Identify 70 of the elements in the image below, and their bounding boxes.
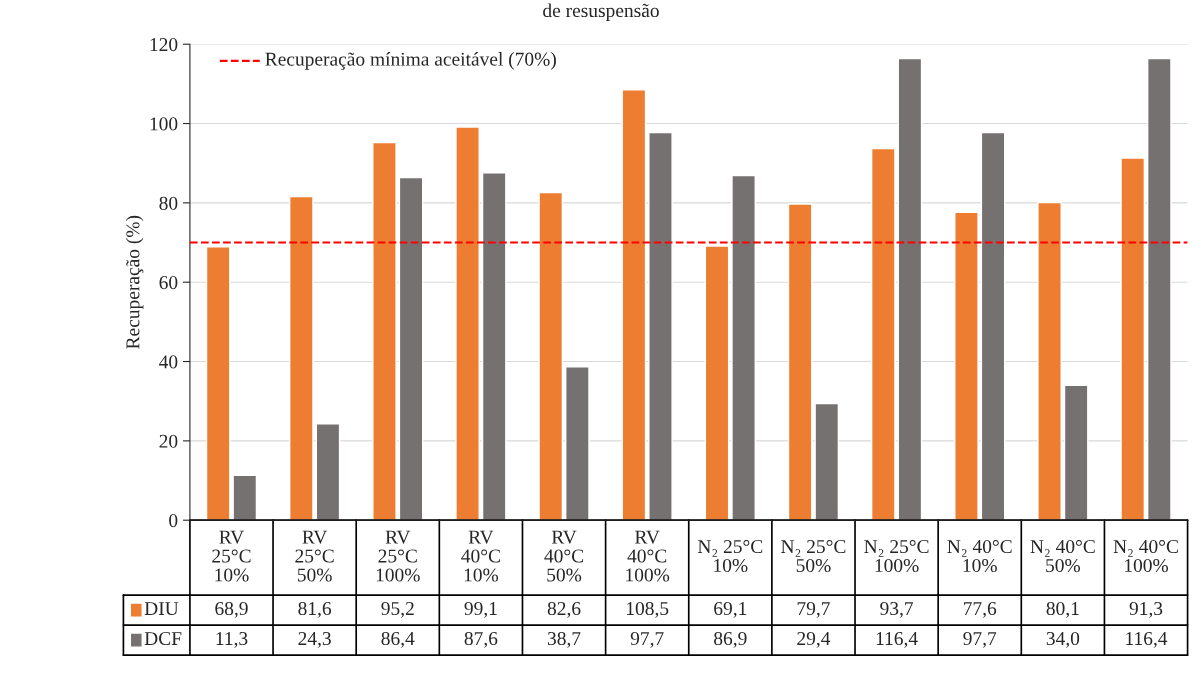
x-tick-label: N₂ 40°C 100%	[1113, 539, 1178, 573]
y-tick-label: 20	[159, 434, 178, 448]
legend-label: DIU	[144, 602, 179, 616]
x-tick-label: N₂ 25°C 50%	[781, 539, 846, 573]
data-label: 29,4	[797, 632, 831, 648]
data-label: 11,3	[216, 632, 248, 648]
data-label: 93,7	[880, 602, 914, 618]
x-tick-label: RV 40°C 100%	[626, 530, 670, 582]
y-tick-label: 120	[150, 38, 178, 52]
y-tick-label: 60	[159, 276, 178, 290]
x-tick-label: N₂ 25°C 100%	[864, 539, 929, 573]
x-tick-label: N₂ 40°C 50%	[1030, 539, 1095, 573]
legend-label: DCF	[144, 632, 182, 646]
data-label: 97,7	[630, 632, 664, 648]
bar	[814, 402, 840, 521]
x-tick-label: RV 25°C 10%	[212, 530, 251, 582]
y-tick-label: 100	[150, 117, 178, 131]
data-label: 91,3	[1129, 602, 1163, 618]
data-label: 116,4	[1126, 632, 1168, 648]
data-label: 86,4	[381, 631, 415, 648]
bar	[980, 131, 1006, 521]
bar	[288, 195, 314, 521]
data-label: 69,1	[714, 602, 747, 618]
data-label: 38,7	[547, 631, 581, 648]
bar	[704, 245, 730, 521]
y-tick-label: 0	[169, 514, 178, 528]
data-label: 99,1	[464, 602, 497, 618]
bar	[538, 191, 564, 521]
chart-title: de resuspensão	[543, 3, 659, 22]
data-label: 95,2	[381, 602, 414, 618]
bar	[398, 176, 424, 521]
data-label: 116,4	[876, 632, 918, 648]
x-tick-label: RV 25°C 100%	[376, 530, 420, 582]
data-label: 86,9	[714, 631, 747, 648]
bar	[1063, 384, 1089, 521]
data-label: 108,5	[627, 601, 669, 618]
y-tick-label: 80	[159, 196, 178, 210]
bar	[1037, 201, 1062, 521]
data-label: 97,7	[963, 632, 997, 648]
legend-label: Recuperação mínima aceitável (70%)	[265, 52, 556, 70]
data-label: 87,6	[464, 631, 498, 648]
bar	[897, 57, 923, 521]
y-axis-title: Recuperação (%)	[125, 215, 144, 349]
data-label: 79,7	[797, 602, 830, 618]
bar	[481, 172, 507, 521]
data-label: 24,3	[298, 632, 331, 648]
data-label: 77,6	[964, 602, 997, 618]
data-label: 68,9	[215, 601, 248, 618]
data-label: 82,6	[547, 601, 581, 618]
x-tick-label: RV 40°C 50%	[544, 530, 584, 582]
bar	[315, 423, 341, 521]
x-tick-label: RV 25°C 50%	[295, 530, 334, 582]
bar	[731, 174, 756, 521]
bar	[954, 211, 979, 521]
bar	[455, 126, 480, 521]
data-label: 34,0	[1046, 631, 1080, 648]
x-tick-label: RV 40°C 10%	[461, 530, 500, 582]
x-tick-label: N₂ 40°C 10%	[947, 539, 1012, 573]
bar	[565, 365, 590, 521]
bar	[1146, 57, 1172, 521]
bar	[648, 131, 673, 521]
bar	[787, 203, 813, 521]
bar	[372, 141, 397, 521]
x-tick-label: N₂ 25°C 10%	[697, 539, 763, 573]
data-label: 80,1	[1046, 601, 1079, 618]
y-tick-label: 40	[159, 355, 178, 369]
bar	[621, 89, 647, 521]
data-label: 81,6	[298, 601, 332, 618]
bar	[1120, 157, 1146, 521]
bar	[870, 147, 896, 521]
